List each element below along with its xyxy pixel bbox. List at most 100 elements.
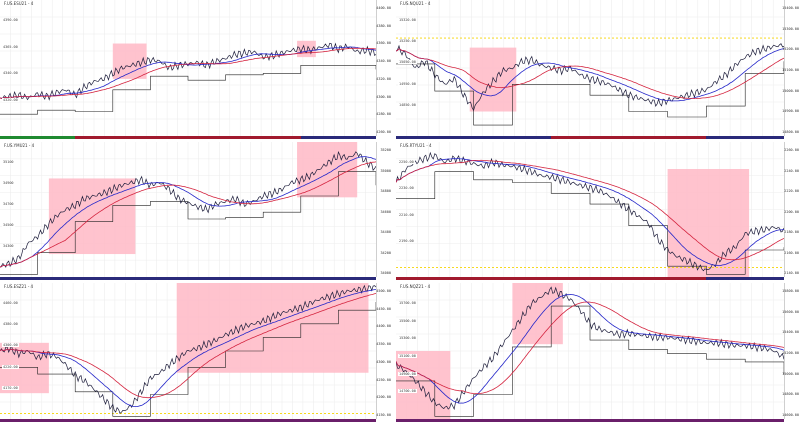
session-color-strip <box>628 419 707 422</box>
price-tick-label: 4320.00 <box>376 76 391 81</box>
chart-title-2: F.US.NQU21 - 4 <box>400 1 431 6</box>
highlight-zone <box>667 169 750 277</box>
level-label: 34700 <box>2 202 15 206</box>
price-axis-5[interactable]: 4500.00 4450.00 4400.00 4350.00 4300.00 4250.… <box>376 283 392 419</box>
level-label: 4340.00 <box>2 71 19 75</box>
chart-title-6: F.US.NQZ21 - 4 <box>400 284 431 289</box>
chart-panel-3[interactable]: F.US.YMU21 - 4 35200 35000 34800 34600 34400… <box>0 142 392 281</box>
session-color-strip <box>75 419 151 422</box>
level-label: 15500.00 <box>398 318 417 323</box>
level-label: 14900.00 <box>398 371 417 376</box>
price-tick-label: 2180.00 <box>784 230 799 234</box>
price-axis-2[interactable]: 15400.00 15300.00 15200.00 15100.00 15000.00… <box>782 0 800 136</box>
chart-panel-4[interactable]: F.US.RTYU21 - 4 2260.00 2240.00 2220.00 220… <box>396 142 800 281</box>
price-tick-label: 34200 <box>380 250 391 255</box>
session-color-strip <box>551 136 629 139</box>
price-tick-label: 14900.00 <box>782 109 799 114</box>
price-tick-label: 15800.00 <box>782 289 799 293</box>
moving-average-fast <box>0 156 377 268</box>
moving-average-fast <box>0 289 377 407</box>
price-tick-label: 2220.00 <box>784 189 799 193</box>
chart-title-1: F.US.ESU21 - 4 <box>4 1 34 6</box>
price-line <box>396 43 785 112</box>
session-color-strip <box>473 419 552 422</box>
price-tick-label: 2200.00 <box>784 209 799 214</box>
session-color-strip <box>0 419 76 422</box>
moving-average-slow <box>0 161 377 268</box>
chart-canvas-5[interactable] <box>0 283 392 423</box>
price-tick-label: 4500.00 <box>376 289 391 293</box>
session-color-strip <box>396 136 474 139</box>
highlight-zone <box>469 47 517 112</box>
highlight-zone <box>396 351 451 419</box>
price-tick-label: 4340.00 <box>376 59 391 64</box>
chart-title-4: F.US.RTYU21 - 4 <box>400 143 432 148</box>
price-tick-label: 15200.00 <box>782 351 799 355</box>
level-label: 4380.00 <box>2 322 19 327</box>
session-color-strip <box>300 419 376 422</box>
price-tick-label: 34800 <box>380 189 391 193</box>
level-label: 15300.00 <box>398 336 417 341</box>
session-color-strip <box>150 136 226 139</box>
level-label: 4320.00 <box>2 97 19 102</box>
level-label: 14700.00 <box>398 389 417 394</box>
moving-average-fast <box>396 294 785 404</box>
chart-canvas-3[interactable] <box>0 142 392 281</box>
step-level-line <box>0 65 377 115</box>
highlight-zone <box>112 43 147 79</box>
level-label: 34300 <box>2 244 15 248</box>
session-color-strip <box>75 277 151 280</box>
session-color-strip <box>396 419 474 422</box>
moving-average-slow <box>396 48 785 100</box>
price-tick-label: 4400.00 <box>376 6 391 10</box>
highlight-zone <box>48 178 136 255</box>
price-tick-label: 14600.00 <box>782 413 799 417</box>
chart-canvas-2[interactable] <box>396 0 800 140</box>
chart-panel-5[interactable]: F.US.ESZ21 - 4 4500.00 4450.00 4400.00 4350… <box>0 283 392 423</box>
level-label: 2250.00 <box>398 160 415 164</box>
chart-canvas-1[interactable] <box>0 0 392 140</box>
session-color-strip <box>473 136 552 139</box>
step-level-line <box>396 305 785 417</box>
level-label: 15700.00 <box>398 301 417 305</box>
price-tick-label: 2160.00 <box>784 250 799 255</box>
price-tick-label: 35000 <box>380 168 391 173</box>
session-color-strip <box>551 277 629 280</box>
level-label: 14950.00 <box>398 81 417 86</box>
moving-average-fast <box>396 48 785 102</box>
price-axis-1[interactable]: 4400.00 4380.00 4360.00 4340.00 4320.00 4300.… <box>376 0 392 136</box>
level-label: 2210.00 <box>398 212 415 217</box>
price-tick-label: 4250.00 <box>376 377 391 382</box>
price-tick-label: 34000 <box>380 271 391 275</box>
price-axis-6[interactable]: 15800.00 15600.00 15400.00 15200.00 15000.00… <box>782 283 800 419</box>
moving-average-slow <box>0 293 377 399</box>
step-level-line <box>396 171 785 275</box>
price-tick-label: 2140.00 <box>784 271 799 275</box>
session-color-strip <box>0 277 76 280</box>
price-tick-label: 35200 <box>380 148 391 152</box>
session-color-strip <box>300 136 376 139</box>
price-line <box>0 42 377 101</box>
session-color-strip <box>300 277 376 280</box>
level-label: 2230.00 <box>398 186 415 191</box>
chart-panel-1[interactable]: F.US.ESU21 - 4 4400.00 4380.00 4360.00 4340… <box>0 0 392 140</box>
price-line <box>0 151 377 268</box>
chart-canvas-4[interactable] <box>396 142 800 281</box>
price-axis-4[interactable]: 2260.00 2240.00 2220.00 2200.00 2180.00 2160.… <box>784 142 800 277</box>
level-label: 34900 <box>2 181 15 185</box>
price-tick-label: 15200.00 <box>782 47 799 52</box>
session-color-strip <box>150 419 226 422</box>
price-axis-3[interactable]: 35200 35000 34800 34600 34400 34200 34000 <box>376 142 392 277</box>
level-label: 14850.00 <box>398 102 417 107</box>
chart-panel-6[interactable]: F.US.NQZ21 - 4 15800.00 15600.00 15400.00 1… <box>396 283 800 423</box>
price-tick-label: 15600.00 <box>782 309 799 314</box>
price-tick-label: 34600 <box>380 209 391 214</box>
price-tick-label: 4300.00 <box>376 359 391 364</box>
chart-panel-2[interactable]: F.US.NQU21 - 4 15400.00 15300.00 15200.00 1… <box>396 0 800 140</box>
level-label: 35100 <box>2 160 15 164</box>
session-color-strip <box>225 419 301 422</box>
price-tick-label: 4350.00 <box>376 342 391 347</box>
level-label: 34500 <box>2 223 15 227</box>
price-tick-label: 15100.00 <box>782 68 799 72</box>
chart-canvas-6[interactable] <box>396 283 800 423</box>
